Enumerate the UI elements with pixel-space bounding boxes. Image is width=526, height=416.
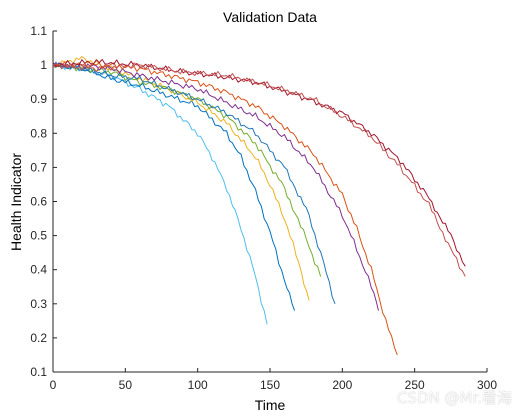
chart-title: Validation Data (223, 9, 317, 25)
y-tick-label: 1 (40, 58, 47, 72)
series-line (52, 61, 336, 304)
series-line (52, 61, 398, 356)
y-tick-label: 0.5 (30, 229, 47, 243)
y-tick-label: 0.6 (30, 195, 47, 209)
y-tick-label: 0.1 (30, 365, 47, 379)
y-tick-label: 0.7 (30, 160, 47, 174)
y-tick-label: 0.8 (30, 126, 47, 140)
y-tick-label: 0.3 (30, 297, 47, 311)
x-tick-label: 50 (119, 378, 133, 392)
y-tick-label: 0.2 (30, 331, 47, 345)
x-axis-label: Time (255, 397, 286, 413)
y-tick-label: 0.9 (30, 92, 47, 106)
series-line (52, 62, 296, 311)
x-tick-label: 250 (405, 378, 425, 392)
watermark: CSDN @Mr.看海 (396, 389, 512, 407)
series-line (52, 62, 379, 311)
series-line (52, 62, 268, 325)
y-tick-label: 0.4 (30, 263, 47, 277)
series-line (52, 56, 310, 301)
x-tick-label: 200 (332, 378, 352, 392)
y-tick-label: 1.1 (30, 24, 47, 38)
series-line (52, 62, 466, 277)
series-line (52, 61, 322, 277)
plot-area: 0 50 100 150 200 250 300 0.1 0.2 0.3 0.4 0.5 0.6 0.7 0… (30, 24, 497, 392)
x-tick-label: 0 (50, 378, 57, 392)
x-tick-label: 150 (260, 378, 280, 392)
x-tick-label: 300 (477, 378, 497, 392)
y-axis-label: Health Indicator (8, 153, 24, 251)
x-tick-label: 100 (188, 378, 208, 392)
